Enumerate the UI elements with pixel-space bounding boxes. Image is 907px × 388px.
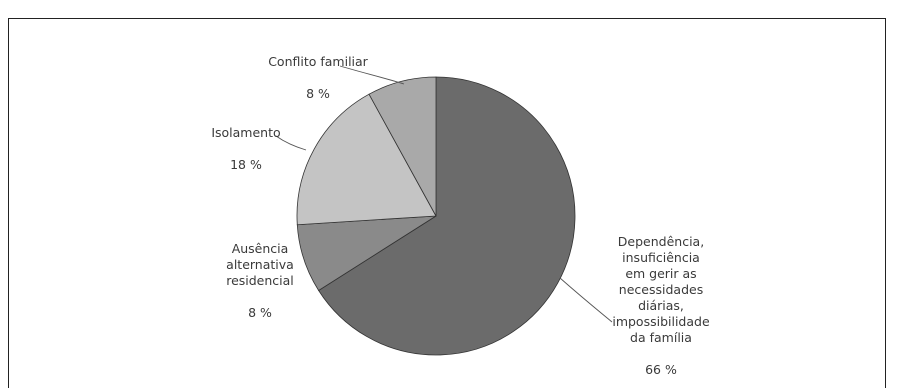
- leader-line-dependencia: [559, 277, 613, 323]
- slice-label-ausencia: Ausência alternativa residencial 8 %: [210, 225, 310, 321]
- slice-percent: 66 %: [645, 362, 677, 377]
- slice-label-dependencia: Dependência, insuficiência em gerir as n…: [594, 218, 728, 378]
- slice-label-text: Isolamento: [211, 125, 281, 140]
- slice-conflito: [368, 76, 437, 217]
- slice-percent: 18 %: [230, 157, 262, 172]
- slice-label-text: Dependência, insuficiência em gerir as n…: [612, 234, 710, 345]
- chart-frame: [8, 18, 886, 388]
- slice-isolamento: [296, 93, 437, 226]
- slice-percent: 8 %: [306, 86, 330, 101]
- leader-line-isolamento: [275, 135, 307, 151]
- slice-percent: 8 %: [248, 305, 272, 320]
- slice-label-text: Conflito familiar: [268, 54, 368, 69]
- slice-label-text: Ausência alternativa residencial: [226, 241, 294, 288]
- slice-label-isolamento: Isolamento 18 %: [196, 109, 296, 173]
- slice-dependencia: [318, 76, 576, 356]
- leader-line-conflito: [339, 65, 405, 85]
- slice-label-conflito: Conflito familiar 8 %: [248, 38, 388, 102]
